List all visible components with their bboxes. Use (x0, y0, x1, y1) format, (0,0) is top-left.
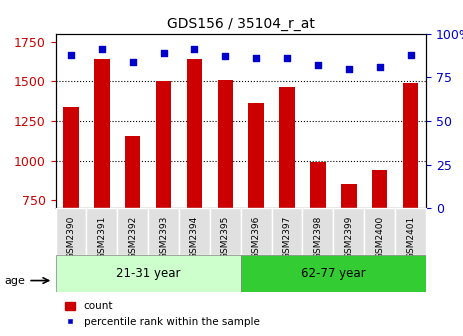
FancyBboxPatch shape (302, 208, 333, 255)
Text: GSM2395: GSM2395 (221, 215, 230, 259)
Bar (310, 162, 325, 208)
Text: GSM2390: GSM2390 (67, 215, 75, 259)
Bar (125, 136, 140, 208)
Point (345, 66, 352, 71)
Bar (403, 83, 418, 208)
FancyBboxPatch shape (241, 255, 426, 292)
Point (191, 47, 198, 52)
Bar (341, 184, 357, 208)
FancyBboxPatch shape (241, 208, 272, 255)
Title: GDS156 / 35104_r_at: GDS156 / 35104_r_at (167, 17, 315, 31)
Point (160, 50, 167, 55)
FancyBboxPatch shape (56, 255, 241, 292)
FancyBboxPatch shape (148, 208, 179, 255)
Text: GSM2401: GSM2401 (406, 215, 415, 259)
Text: GSM2400: GSM2400 (375, 215, 384, 259)
Bar (63, 107, 79, 208)
Text: GSM2391: GSM2391 (97, 215, 106, 259)
Legend: count, percentile rank within the sample: count, percentile rank within the sample (61, 297, 264, 331)
Bar (187, 59, 202, 208)
FancyBboxPatch shape (87, 208, 117, 255)
Bar (218, 80, 233, 208)
Text: GSM2397: GSM2397 (282, 215, 292, 259)
Bar (279, 87, 295, 208)
Text: age: age (5, 276, 25, 286)
Bar (372, 170, 388, 208)
FancyBboxPatch shape (117, 208, 148, 255)
FancyBboxPatch shape (272, 208, 302, 255)
Point (67, 52, 75, 57)
FancyBboxPatch shape (364, 208, 395, 255)
FancyBboxPatch shape (395, 208, 426, 255)
Point (407, 52, 414, 57)
Point (129, 59, 137, 64)
Text: GSM2392: GSM2392 (128, 215, 137, 259)
FancyBboxPatch shape (333, 208, 364, 255)
Text: 21-31 year: 21-31 year (116, 267, 181, 280)
Text: GSM2396: GSM2396 (252, 215, 261, 259)
FancyBboxPatch shape (56, 208, 87, 255)
Point (314, 62, 322, 68)
Point (376, 64, 383, 70)
Bar (249, 103, 264, 208)
Text: GSM2393: GSM2393 (159, 215, 168, 259)
FancyBboxPatch shape (210, 208, 241, 255)
FancyBboxPatch shape (179, 208, 210, 255)
Text: GSM2399: GSM2399 (344, 215, 353, 259)
Bar (94, 59, 110, 208)
Point (252, 55, 260, 61)
Point (98, 47, 106, 52)
Bar (156, 81, 171, 208)
Point (283, 55, 291, 61)
Point (222, 54, 229, 59)
Text: 62-77 year: 62-77 year (301, 267, 366, 280)
Text: GSM2398: GSM2398 (313, 215, 322, 259)
Text: GSM2394: GSM2394 (190, 215, 199, 259)
